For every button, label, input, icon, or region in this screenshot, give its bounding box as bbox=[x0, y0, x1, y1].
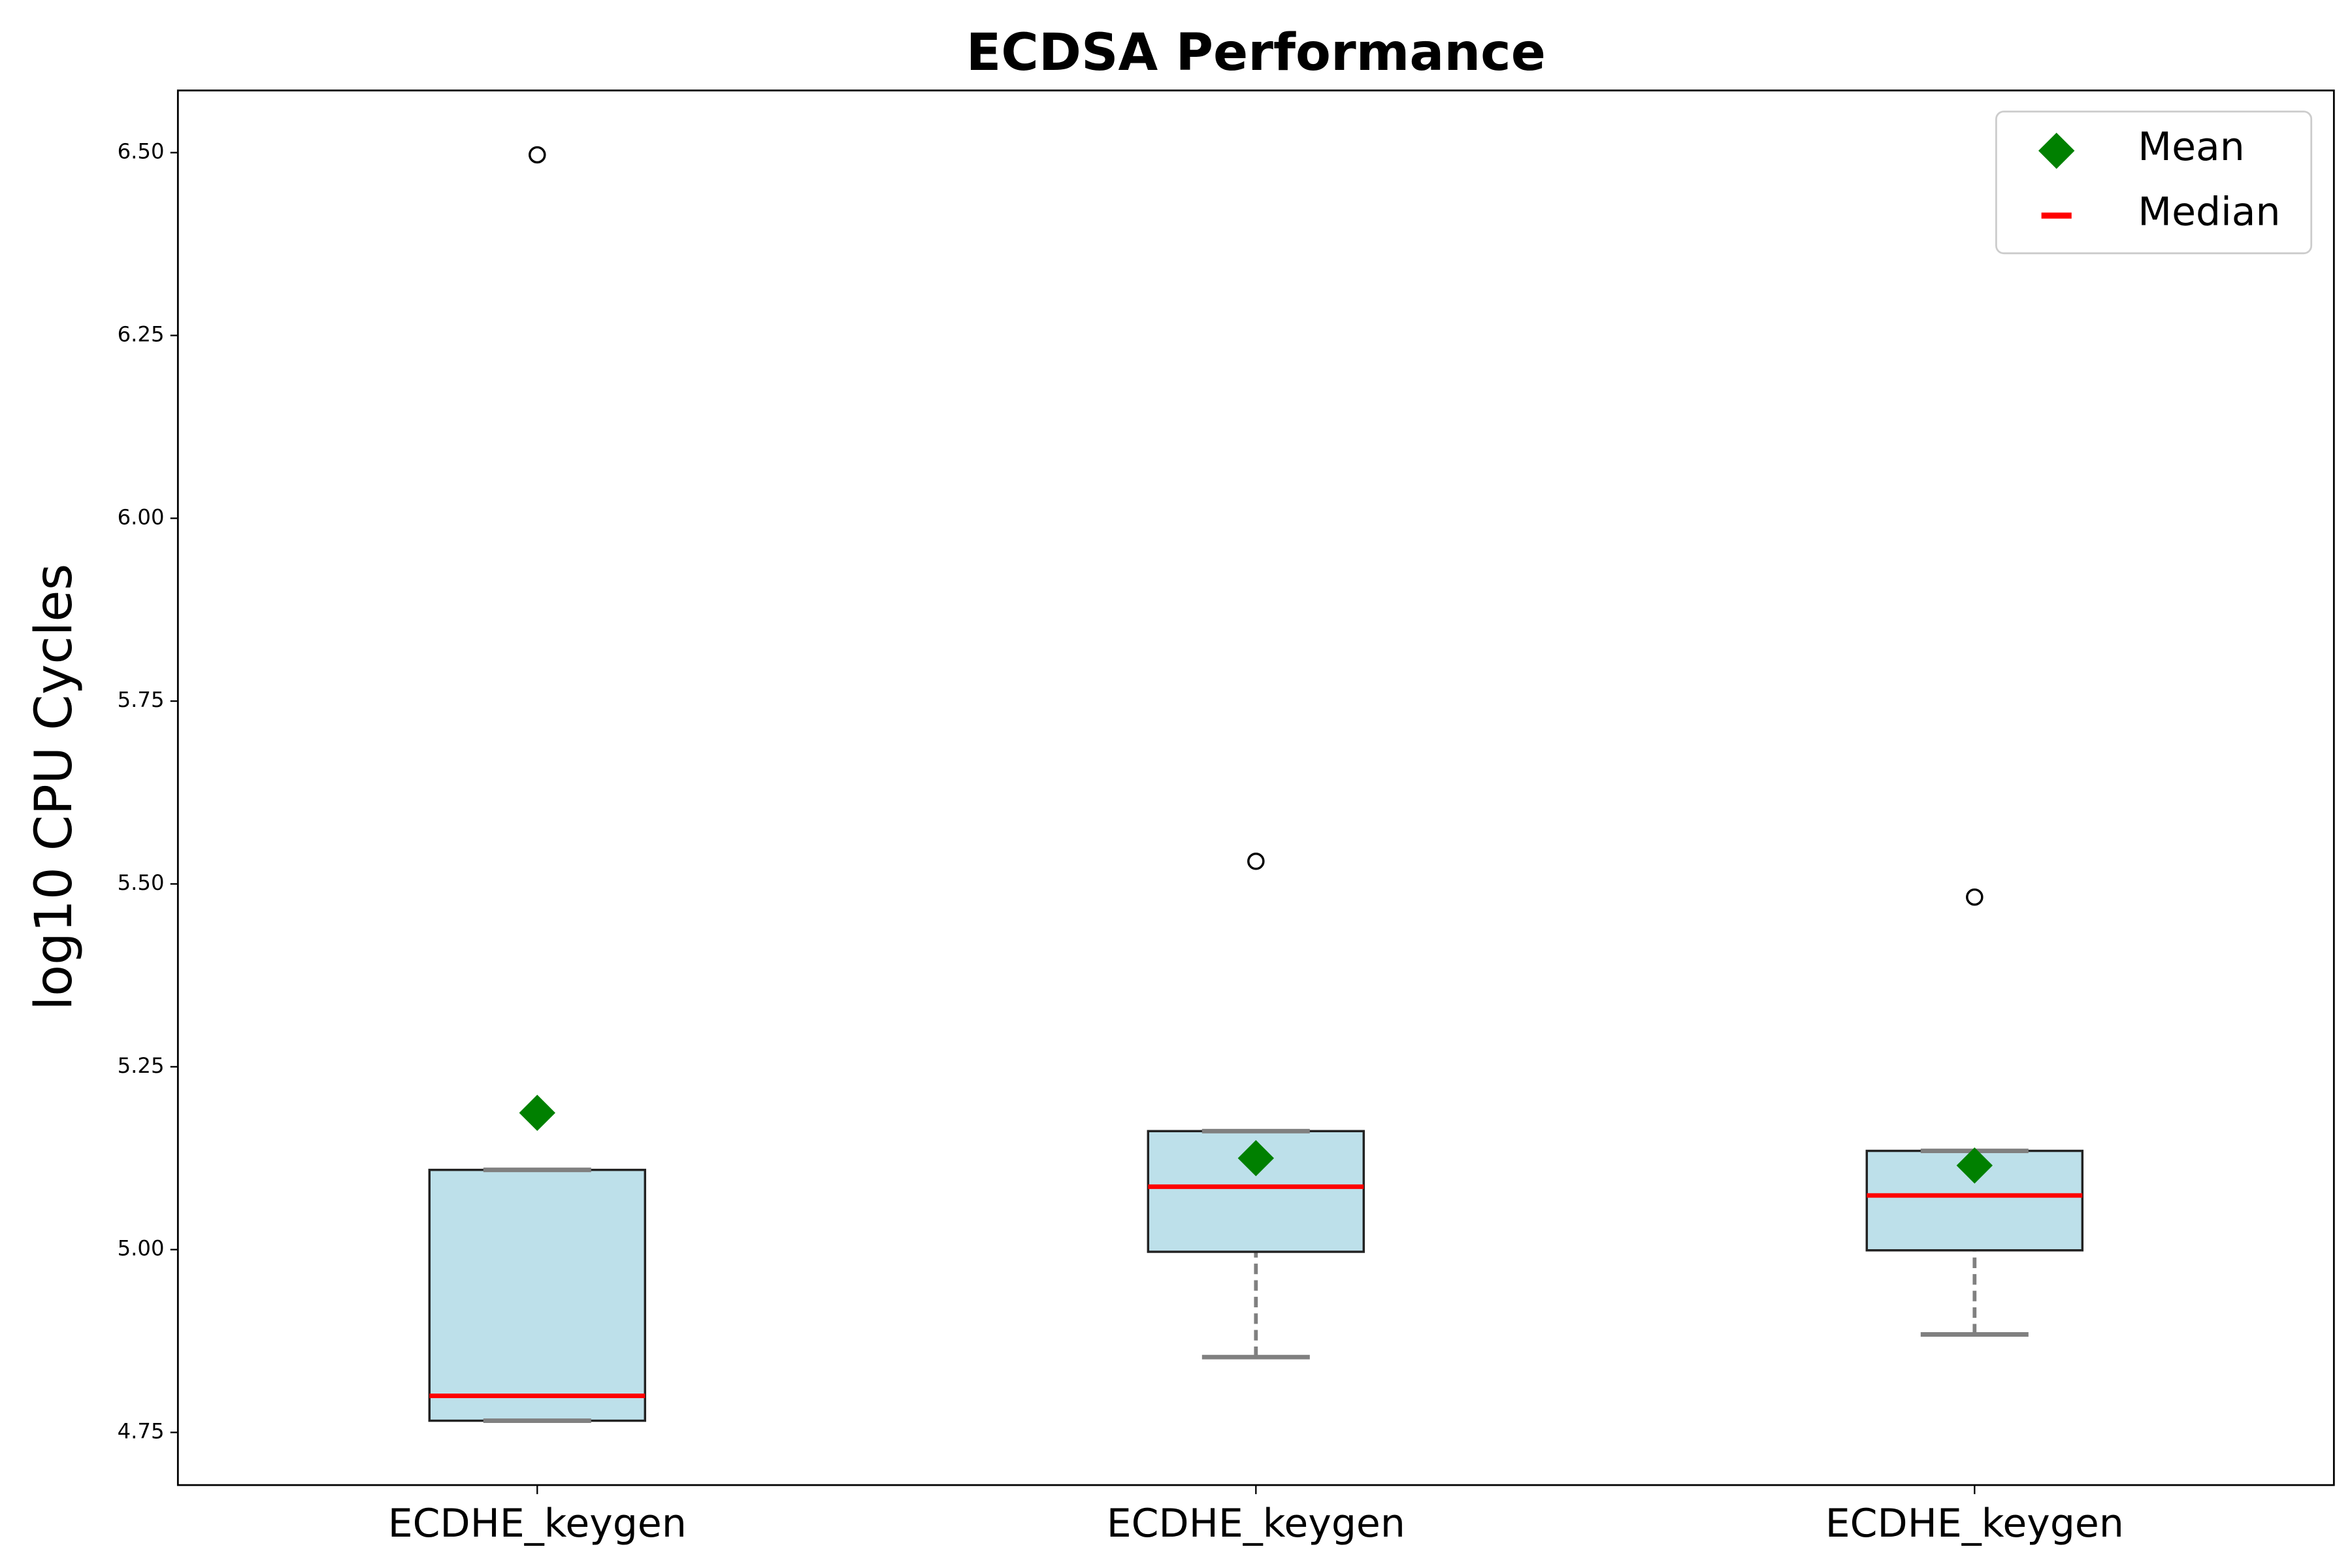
x-tick-label: ECDHE_keygen bbox=[1825, 1501, 2124, 1546]
y-tick-label: 6.25 bbox=[118, 321, 165, 346]
mean-marker bbox=[1956, 1147, 1993, 1184]
box bbox=[428, 1168, 647, 1422]
legend-label: Median bbox=[2138, 189, 2280, 235]
mean-marker bbox=[519, 1094, 555, 1132]
outlier bbox=[1966, 888, 1984, 906]
x-tick-label: ECDHE_keygen bbox=[1107, 1501, 1405, 1546]
y-tick-label: 6.50 bbox=[118, 139, 165, 164]
outlier bbox=[1247, 852, 1265, 870]
legend-mean-swatch bbox=[2038, 133, 2075, 169]
mean-marker bbox=[1237, 1140, 1274, 1177]
chart-title: ECDSA Performance bbox=[966, 22, 1546, 82]
x-tick-label: ECDHE_keygen bbox=[388, 1501, 687, 1546]
legend-label: Mean bbox=[2138, 124, 2244, 170]
y-tick-label: 5.00 bbox=[118, 1236, 165, 1261]
y-axis-label: log10 CPU Cycles bbox=[24, 564, 84, 1011]
y-tick-label: 5.25 bbox=[118, 1053, 165, 1078]
y-tick-label: 5.50 bbox=[118, 870, 165, 895]
y-tick-label: 6.00 bbox=[118, 504, 165, 529]
y-tick-label: 4.75 bbox=[118, 1418, 165, 1443]
legend-frame bbox=[1995, 110, 2313, 255]
outlier bbox=[529, 146, 546, 164]
y-tick-label: 5.75 bbox=[118, 687, 165, 712]
